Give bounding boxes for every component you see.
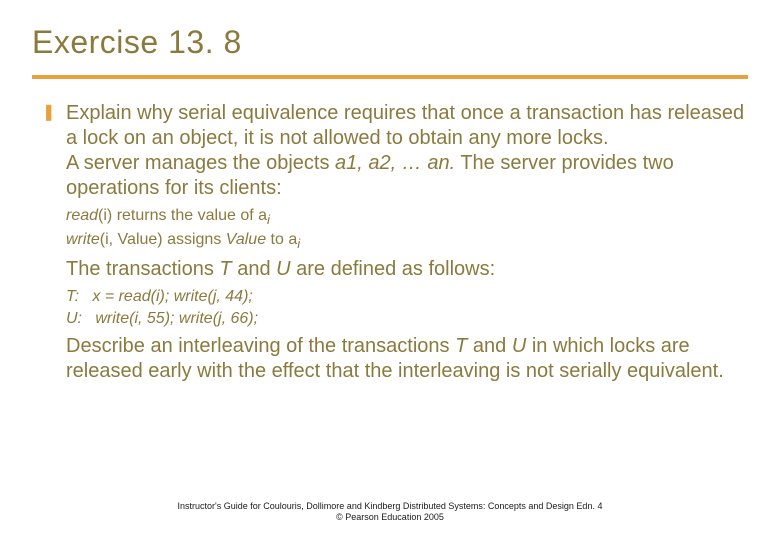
trans-intro-T: T <box>219 258 231 280</box>
para1b-list: a1, a2, … an. <box>335 152 455 174</box>
op-write-sub: i <box>297 236 300 251</box>
t-label: T: <box>66 288 79 305</box>
slide-body: ❚ Explain why serial equivalence require… <box>32 101 748 384</box>
u-code: write(i, 55); write(j, 66); <box>82 310 258 327</box>
slide-title: Exercise 13. 8 <box>32 24 748 61</box>
t-line: T: x = read(i); write(j, 44); <box>66 286 748 308</box>
trans-intro-pre: The transactions <box>66 258 219 280</box>
u-label: U: <box>66 310 82 327</box>
op-read-mid: (i) returns the value of a <box>98 207 267 224</box>
main-paragraph: Explain why serial equivalence requires … <box>66 101 748 201</box>
op-write-mid: (i, Value) assigns <box>100 231 226 248</box>
bullet-icon: ❚ <box>42 101 56 125</box>
trans-intro-post: are defined as follows: <box>291 258 496 280</box>
op-read-sub: i <box>267 212 270 227</box>
para3-U: U <box>512 335 526 357</box>
op-read: read(i) returns the value of ai <box>66 205 748 229</box>
para3-pre: Describe an interleaving of the transact… <box>66 335 455 357</box>
u-line: U: write(i, 55); write(j, 66); <box>66 308 748 330</box>
trans-intro-mid: and <box>232 258 276 280</box>
para3-mid: and <box>467 335 511 357</box>
para1b-pre: A server manages the objects <box>66 152 335 174</box>
op-write-post: to a <box>266 231 297 248</box>
op-write-fn: write <box>66 231 100 248</box>
trans-intro-U: U <box>276 258 290 280</box>
slide-footer: Instructor's Guide for Coulouris, Dollim… <box>0 501 780 524</box>
footer-line1: Instructor's Guide for Coulouris, Dollim… <box>0 501 780 513</box>
footer-line2: © Pearson Education 2005 <box>0 512 780 524</box>
op-read-fn: read <box>66 207 98 224</box>
para1-text: Explain why serial equivalence requires … <box>66 102 744 149</box>
op-write-val: Value <box>226 231 266 248</box>
para3-T: T <box>455 335 467 357</box>
title-rule <box>32 75 748 79</box>
para3: Describe an interleaving of the transact… <box>66 334 748 384</box>
trans-intro: The transactions T and U are defined as … <box>66 257 748 282</box>
t-code: x = read(i); write(j, 44); <box>79 288 253 305</box>
op-write: write(i, Value) assigns Value to ai <box>66 229 748 253</box>
